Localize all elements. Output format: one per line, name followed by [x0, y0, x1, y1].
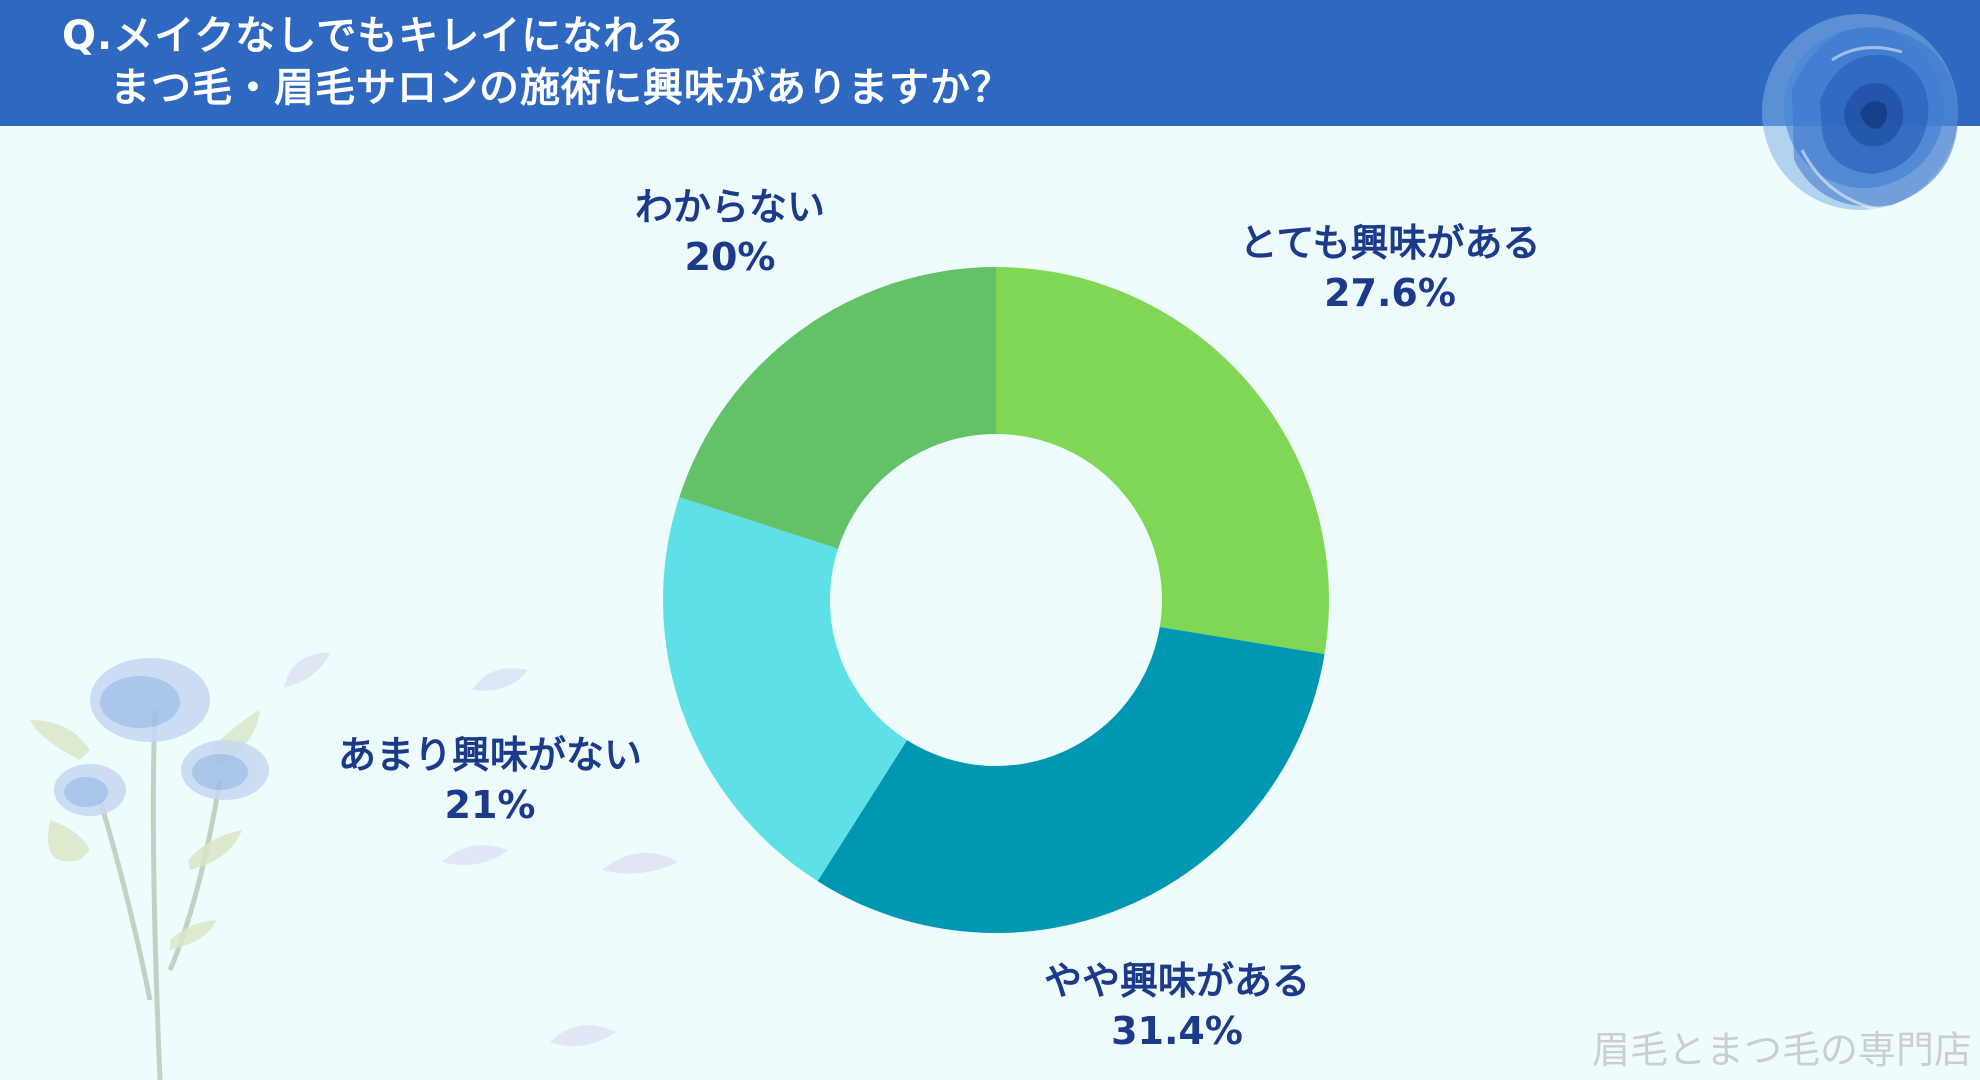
- slice-value: 27.6%: [1324, 271, 1456, 315]
- donut-slice-3: [663, 497, 908, 882]
- slice-value: 31.4%: [1111, 1009, 1243, 1053]
- slice-value: 21%: [444, 783, 536, 827]
- petal-decoration: [284, 652, 330, 688]
- petal-decoration: [472, 668, 528, 691]
- footer-shop-name: 眉毛とまつ毛の専門店: [1591, 1028, 1972, 1072]
- donut-slice-4: [679, 267, 996, 549]
- petal-decoration: [602, 852, 678, 874]
- slice-label-very-interested: とても興味がある 27.6%: [1240, 218, 1541, 318]
- rose-stem-decoration: [30, 658, 269, 1080]
- slice-label-dont-know: わからない 20%: [635, 182, 825, 282]
- donut-slice-1: [996, 267, 1329, 655]
- title-line-2: まつ毛・眉毛サロンの施術に興味がありますか？: [110, 65, 1012, 111]
- title-line-1: Q.メイクなしでもキレイになれる: [62, 13, 686, 59]
- header-bar: Q.メイクなしでもキレイになれる まつ毛・眉毛サロンの施術に興味がありますか？: [0, 0, 1980, 126]
- donut-slice-2: [817, 626, 1325, 933]
- slice-label-not-very-interested: あまり興味がない 21%: [338, 730, 642, 830]
- petal-decoration: [442, 845, 508, 866]
- petal-decoration: [550, 1024, 616, 1047]
- blue-rose-decoration: [1762, 14, 1959, 212]
- slice-category: わからない: [634, 185, 826, 229]
- slice-category: あまり興味がない: [337, 733, 643, 777]
- slice-label-somewhat-interested: やや興味がある 31.4%: [1044, 956, 1310, 1056]
- slice-value: 20%: [684, 235, 776, 279]
- slice-category: とても興味がある: [1239, 221, 1541, 265]
- slice-category: やや興味がある: [1043, 959, 1311, 1003]
